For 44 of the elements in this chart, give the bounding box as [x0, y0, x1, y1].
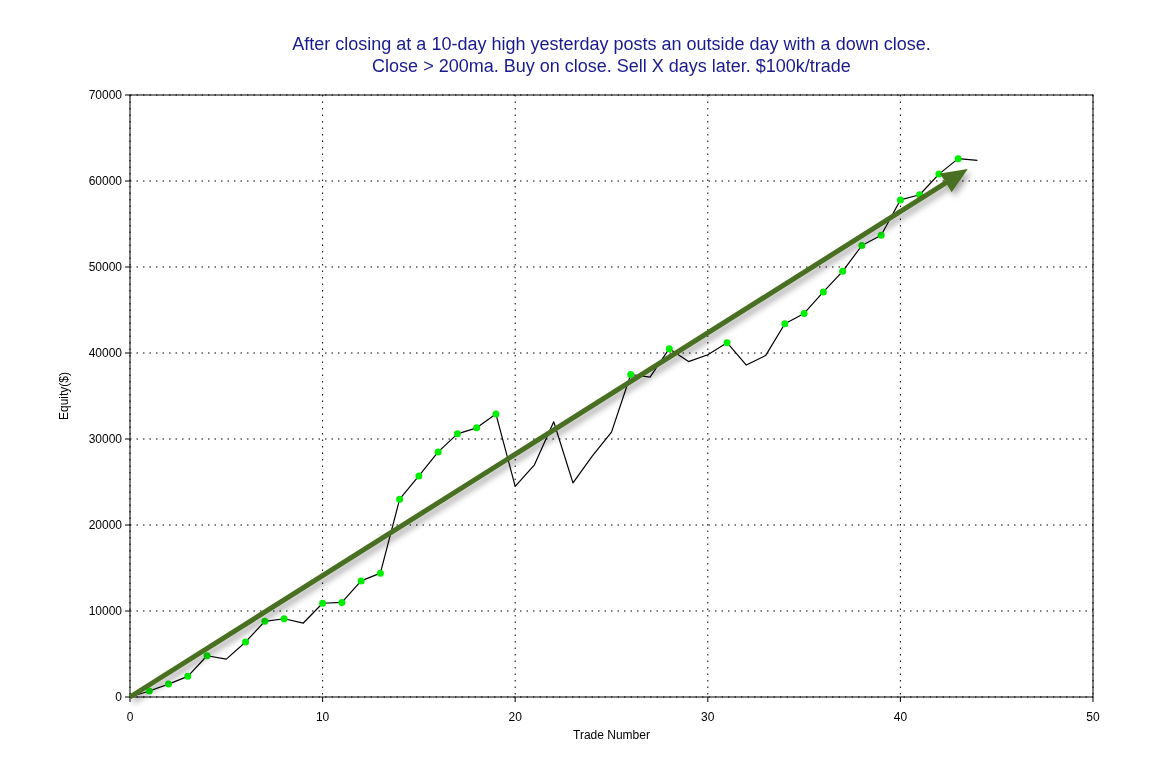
point	[858, 242, 866, 249]
point	[665, 345, 673, 353]
point	[357, 577, 365, 585]
point	[839, 267, 847, 275]
y-tick-label: 50000	[88, 260, 123, 274]
point	[896, 196, 904, 204]
point	[954, 155, 962, 163]
point	[165, 680, 173, 688]
y-tick-label: 10000	[88, 604, 123, 618]
x-tick-label: 20	[508, 710, 523, 724]
point	[453, 430, 461, 438]
y-tick-label: 60000	[88, 174, 123, 188]
point	[203, 652, 211, 660]
y-tick-label: 0	[115, 690, 123, 704]
point	[627, 371, 635, 378]
point	[242, 638, 250, 646]
y-tick-label: 70000	[88, 88, 123, 102]
chart-title: After closing at a 10-day high yesterday posts an outside day with a down close. Close > 200ma. Buy on close. Sell X days later. $100k/trade	[292, 34, 931, 76]
point	[781, 320, 789, 328]
point	[877, 231, 885, 239]
point	[819, 288, 827, 296]
x-tick-label: 10	[315, 710, 330, 724]
x-tick-label: 40	[893, 710, 908, 724]
x-tick-label: 30	[701, 710, 715, 724]
point	[723, 339, 731, 347]
y-tick-label: 20000	[88, 518, 123, 532]
y-tick-label: 30000	[88, 432, 123, 446]
point	[434, 448, 442, 456]
point	[261, 617, 269, 625]
x-tick-label: 50	[1086, 710, 1100, 724]
point	[492, 410, 500, 418]
y-tick-label: 40000	[88, 346, 123, 360]
point	[376, 569, 384, 577]
point	[280, 615, 288, 623]
y-axis-title: Equity($)	[57, 371, 71, 421]
point	[184, 672, 192, 680]
point	[800, 309, 808, 317]
point	[473, 424, 481, 432]
x-tick-label: 0	[126, 710, 134, 724]
point	[338, 598, 346, 606]
point	[396, 495, 404, 503]
point	[415, 472, 423, 480]
x-axis-title: Trade Number	[573, 728, 650, 742]
point	[319, 599, 327, 607]
